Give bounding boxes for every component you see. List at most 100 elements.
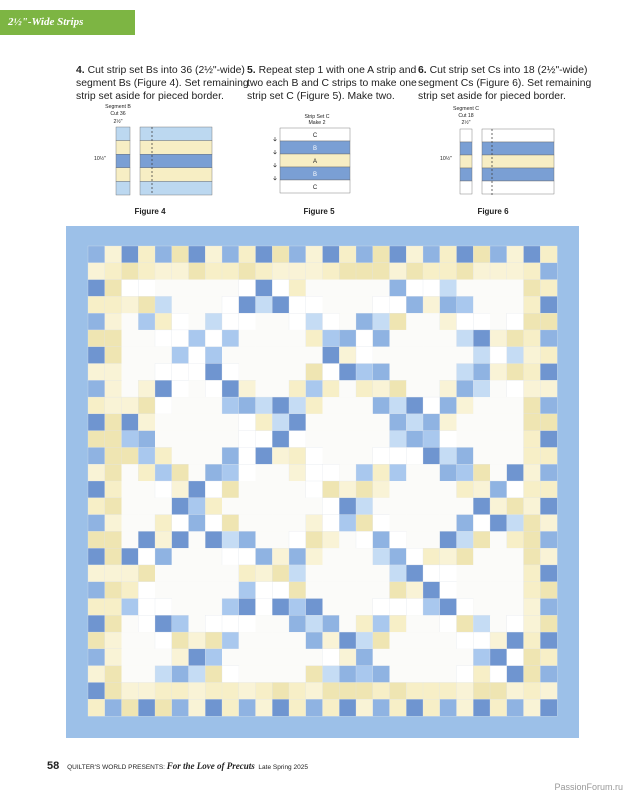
quilt-patch xyxy=(289,497,306,515)
quilt-patch xyxy=(205,548,223,566)
quilt-patch xyxy=(406,481,424,498)
quilt-patch xyxy=(104,497,122,515)
quilt-patch xyxy=(490,296,507,314)
quilt-patch xyxy=(138,682,156,700)
quilt-patch xyxy=(221,262,240,280)
quilt-patch xyxy=(339,262,357,280)
quilt-patch xyxy=(188,329,206,348)
quilt-patch xyxy=(540,682,558,700)
quilt-patch xyxy=(540,480,558,499)
quilt-patch xyxy=(406,531,424,549)
quilt-patch xyxy=(456,447,474,465)
quilt-patch xyxy=(154,480,173,499)
quilt-patch xyxy=(305,279,323,297)
quilt-patch xyxy=(540,648,558,666)
quilt-patch xyxy=(322,564,340,582)
quilt-patch xyxy=(87,329,106,348)
quilt-patch xyxy=(238,514,256,532)
quilt-patch xyxy=(87,447,106,465)
quilt-patch xyxy=(305,547,323,566)
quilt-patch xyxy=(456,430,474,448)
quilt-patch xyxy=(456,480,474,499)
quilt-patch xyxy=(205,598,223,616)
quilt-patch xyxy=(138,497,156,515)
quilt-patch xyxy=(121,262,139,280)
quilt-patch xyxy=(506,262,524,280)
quilt-patch xyxy=(322,598,340,616)
quilt-patch xyxy=(339,564,357,582)
quilt-patch xyxy=(540,514,558,532)
quilt-patch xyxy=(272,329,290,347)
quilt-patch xyxy=(205,312,223,331)
step-text: Repeat step 1 with one A strip and two e… xyxy=(247,65,417,103)
quilt-patch xyxy=(422,598,441,616)
quilt-patch xyxy=(389,481,407,498)
quilt-patch xyxy=(523,329,541,348)
quilt-patch xyxy=(104,682,122,700)
quilt-patch xyxy=(171,245,189,264)
quilt-patch xyxy=(456,497,474,515)
quilt-patch xyxy=(506,380,524,398)
quilt-patch xyxy=(355,346,374,364)
quilt-patch xyxy=(355,699,374,717)
quilt-patch xyxy=(188,581,206,599)
strip-label: B xyxy=(313,172,317,178)
quilt-patch xyxy=(540,547,558,566)
quilt-patch xyxy=(238,312,256,331)
quilt-patch xyxy=(138,245,156,264)
quilt-patch xyxy=(456,363,474,381)
quilt-patch xyxy=(439,413,457,431)
quilt-patch xyxy=(473,682,491,700)
fig5-make-label: Make 2 xyxy=(308,120,326,126)
strip-label: B xyxy=(313,146,317,152)
quilt-patch xyxy=(506,598,524,616)
quilt-patch xyxy=(138,312,156,331)
quilt-patch xyxy=(87,598,106,616)
quilt-patch xyxy=(456,279,474,297)
quilt-patch xyxy=(406,564,424,583)
quilt-patch xyxy=(506,615,524,633)
quilt-patch xyxy=(205,648,223,666)
quilt-patch xyxy=(423,615,440,633)
quilt-patch xyxy=(154,615,173,633)
quilt-patch xyxy=(523,312,541,331)
quilt-patch xyxy=(389,346,407,364)
quilt-patch xyxy=(155,430,172,448)
quilt-patch xyxy=(87,581,106,599)
quilt-patch xyxy=(238,648,256,666)
quilt-patch xyxy=(188,245,206,264)
quilt-patch xyxy=(456,380,474,398)
quilt-patch xyxy=(121,564,139,583)
quilt-patch xyxy=(372,648,390,666)
quilt-patch xyxy=(506,682,524,700)
quilt-patch xyxy=(221,480,240,499)
quilt-patch xyxy=(406,296,424,314)
quilt-patch xyxy=(205,279,223,297)
quilt-patch xyxy=(423,531,440,549)
segment-patch xyxy=(459,128,473,143)
quilt-patch xyxy=(171,380,189,398)
quilt-patch xyxy=(205,413,223,431)
quilt-patch xyxy=(389,598,407,616)
quilt-patch xyxy=(322,464,340,482)
quilt-patch xyxy=(104,396,122,415)
quilt-patch xyxy=(506,699,524,717)
figure-6-diagram xyxy=(459,128,555,195)
quilt-patch xyxy=(87,699,106,717)
quilt-patch xyxy=(154,363,173,381)
quilt-patch xyxy=(389,329,407,347)
quilt-patch xyxy=(490,380,507,398)
quilt-patch xyxy=(188,480,206,499)
quilt-patch xyxy=(406,615,424,633)
quilt-patch xyxy=(171,312,189,331)
quilt-patch xyxy=(506,497,524,515)
quilt-patch xyxy=(372,480,390,499)
quilt-patch xyxy=(289,329,306,347)
quilt-patch xyxy=(238,547,256,566)
quilt-patch xyxy=(221,547,240,566)
quilt-patch xyxy=(439,531,457,549)
quilt-patch xyxy=(406,430,424,448)
quilt-patch xyxy=(188,296,206,314)
quilt-patch xyxy=(272,615,290,633)
quilt-patch xyxy=(288,413,307,431)
